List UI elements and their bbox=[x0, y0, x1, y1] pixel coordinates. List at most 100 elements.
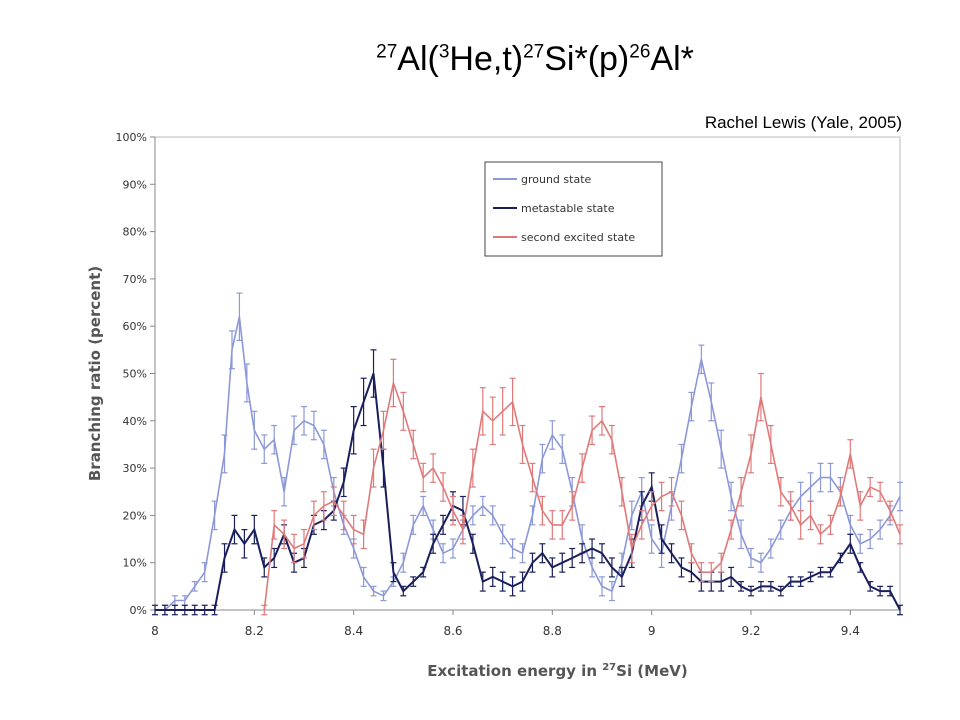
x-axis-title: Excitation energy in 27Si (MeV) bbox=[427, 662, 687, 680]
error-bar bbox=[430, 453, 437, 483]
error-bar bbox=[360, 566, 367, 587]
error-bar bbox=[201, 562, 208, 583]
error-bar bbox=[509, 377, 516, 427]
error-bar bbox=[797, 510, 804, 540]
error-bar bbox=[350, 514, 357, 545]
y-tick-label: 0% bbox=[130, 604, 147, 617]
error-bar bbox=[519, 424, 526, 464]
error-bar bbox=[777, 585, 784, 597]
legend-item: second excited state bbox=[493, 231, 635, 244]
error-bar bbox=[569, 491, 576, 521]
error-bar bbox=[668, 543, 675, 564]
title-superscript: 3 bbox=[438, 41, 450, 63]
error-bar bbox=[350, 406, 357, 455]
series-ground-state bbox=[161, 292, 903, 616]
error-bar bbox=[767, 538, 774, 559]
error-bar bbox=[767, 581, 774, 592]
error-bar bbox=[301, 528, 307, 559]
error-bar bbox=[579, 453, 586, 483]
error-bar bbox=[817, 524, 824, 545]
error-bar bbox=[608, 581, 615, 602]
error-bar bbox=[489, 396, 496, 446]
series-line bbox=[164, 316, 901, 611]
error-bar bbox=[281, 519, 288, 550]
error-bar bbox=[549, 510, 556, 540]
error-bar bbox=[450, 538, 456, 559]
error-bar bbox=[579, 543, 586, 564]
error-bar bbox=[658, 524, 665, 554]
error-bar bbox=[787, 491, 794, 521]
error-bar bbox=[897, 481, 903, 512]
legend: ground state metastable state second excit… bbox=[484, 161, 663, 257]
error-bar bbox=[410, 514, 417, 535]
error-bar bbox=[251, 514, 258, 545]
x-tick-label: 8 bbox=[151, 624, 159, 638]
error-bar bbox=[549, 557, 556, 578]
error-bar bbox=[410, 429, 417, 460]
error-bar bbox=[718, 552, 725, 573]
legend-item: ground state bbox=[493, 173, 592, 186]
error-bar bbox=[777, 519, 784, 540]
error-bar bbox=[340, 500, 347, 531]
series-layer bbox=[152, 292, 903, 616]
error-bar bbox=[340, 467, 347, 498]
error-bar bbox=[628, 533, 635, 564]
error-bar bbox=[539, 543, 546, 564]
title-text: Si*(p) bbox=[544, 40, 630, 78]
error-bar bbox=[887, 500, 894, 521]
error-bar bbox=[529, 552, 536, 573]
error-bar bbox=[271, 510, 278, 540]
error-bar bbox=[877, 519, 884, 540]
error-bar bbox=[261, 604, 268, 616]
error-bar bbox=[708, 562, 715, 583]
error-bar bbox=[728, 481, 735, 512]
error-bar bbox=[757, 581, 764, 592]
legend-label: metastable state bbox=[521, 202, 615, 215]
error-bar bbox=[827, 514, 834, 535]
error-bar bbox=[599, 543, 605, 564]
error-bar bbox=[499, 524, 506, 545]
error-bar bbox=[738, 519, 745, 550]
error-bar bbox=[450, 495, 456, 526]
error-bar bbox=[777, 476, 784, 507]
error-bar bbox=[807, 571, 814, 583]
error-bar bbox=[648, 524, 655, 554]
error-bar bbox=[420, 495, 427, 517]
error-bar bbox=[459, 514, 466, 545]
error-bar bbox=[320, 429, 327, 460]
error-bar bbox=[400, 391, 407, 431]
y-tick-label: 40% bbox=[123, 415, 147, 428]
y-tick-label: 80% bbox=[123, 226, 147, 239]
error-bar bbox=[261, 557, 268, 578]
error-bar bbox=[867, 528, 874, 550]
error-bar bbox=[509, 576, 516, 597]
x-tick-label: 8.2 bbox=[245, 624, 264, 638]
error-bar bbox=[519, 571, 526, 592]
error-bar bbox=[698, 562, 705, 583]
error-bar bbox=[748, 585, 754, 597]
error-bar bbox=[728, 519, 735, 540]
error-bar bbox=[897, 524, 903, 545]
error-bar bbox=[628, 500, 635, 531]
y-tick-label: 10% bbox=[123, 557, 147, 570]
error-bar bbox=[688, 543, 695, 564]
x-axis-title-part: Excitation energy in bbox=[427, 662, 602, 680]
title-superscript: 27 bbox=[376, 41, 398, 63]
slide-title: 27Al(3He,t)27Si*(p)26Al* bbox=[0, 40, 960, 79]
y-tick-label: 90% bbox=[123, 178, 147, 191]
error-bar bbox=[668, 476, 675, 507]
error-bar bbox=[638, 510, 645, 540]
error-bar bbox=[837, 486, 844, 507]
error-bar bbox=[370, 448, 377, 488]
y-tick-label: 20% bbox=[123, 509, 147, 522]
series-second-excited-state bbox=[261, 358, 903, 616]
error-bar bbox=[599, 406, 605, 436]
error-bar bbox=[489, 505, 496, 526]
legend-label: second excited state bbox=[521, 231, 635, 244]
error-bar bbox=[698, 344, 705, 375]
title-text: Al( bbox=[397, 40, 439, 78]
error-bar bbox=[221, 434, 228, 474]
error-bar bbox=[241, 528, 248, 559]
error-bar bbox=[370, 585, 377, 597]
